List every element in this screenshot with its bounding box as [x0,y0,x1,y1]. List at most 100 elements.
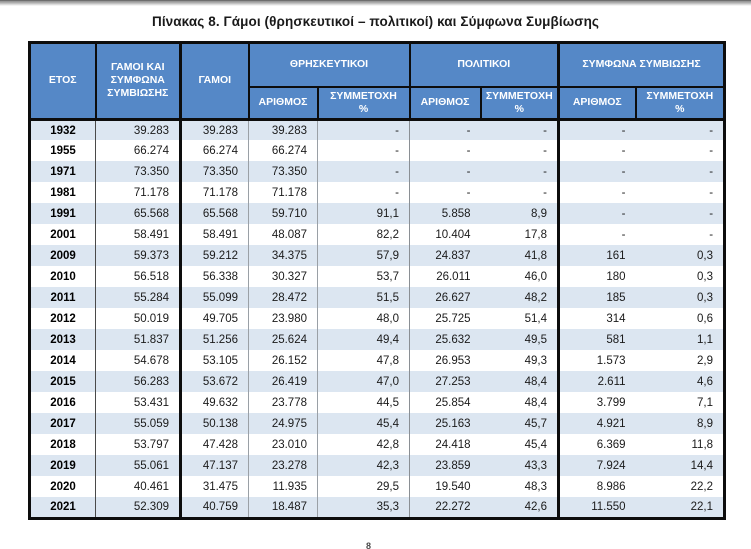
religious-number-cell: 30.327 [248,266,318,288]
civil-share-cell: 48,4 [480,392,561,414]
table-header: ΕΤΟΣ ΓΑΜΟΙ ΚΑΙ ΣΥΜΦΩΝΑ ΣΥΜΒΙΩΣΗΣ ΓΑΜΟΙ Θ… [28,41,726,121]
civil-share-cell: 45,4 [480,434,561,456]
religious-share-cell: 47,8 [317,350,411,372]
marriages-cell: 47.428 [180,434,249,456]
civil-number-cell: 25.163 [435,417,471,430]
religious-number-cell: 23.980 [248,308,318,330]
religious-number-cell: 26.419 [248,371,318,393]
year-cell: 2019 [29,455,96,477]
religious-share-cell: - [317,119,411,141]
religious-number-cell: 23.278 [248,455,318,477]
table-row: 2013 51.837 51.256 25.624 49,4 25.632 49… [29,329,725,351]
page-title: Πίνακας 8. Γάμοι (θρησκευτικοί – πολιτικ… [151,14,600,29]
religious-number-cell: 66.274 [248,140,318,162]
civil-number-cell: 24.837 [435,249,471,262]
cohabitation-number-cell: 314 [606,312,626,325]
table-row: 1981 71.178 71.178 71.178 - - - - - [29,182,725,204]
cohabitation-share-cell: 2,9 [697,354,714,367]
civil-number-cell: 24.418 [435,438,471,451]
year-cell: 2011 [29,287,96,309]
cohabitation-number-cell: 7.924 [596,459,626,472]
total-cell: 56.283 [95,371,182,393]
window-edge-divider [0,0,751,6]
year-cell: 1971 [29,161,96,183]
civil-number-cell: 5.858 [441,207,471,220]
religious-number-cell: 28.472 [248,287,318,309]
civil-share-cell: 42,6 [480,497,561,519]
cohabitation-number-cell: 11.550 [591,501,626,513]
year-cell: 2009 [29,245,96,267]
marriages-cell: 56.338 [180,266,249,288]
religious-number-cell: 25.624 [248,329,318,351]
year-cell: 1955 [29,140,96,162]
total-cell: 54.678 [95,350,182,372]
marriages-cell: 65.568 [180,203,249,225]
religious-number-cell: 73.350 [248,161,318,183]
table-row: 1991 65.568 65.568 59.710 91,1 5.858 8,9… [29,203,725,225]
cohabitation-number-cell: 185 [606,291,626,304]
civil-share-cell: 41,8 [480,245,561,267]
cohabitation-number-cell: - [621,124,626,137]
religious-number-cell: 59.710 [248,203,318,225]
civil-share-cell: 43,3 [480,455,561,477]
religious-number-cell: 18.487 [248,497,318,519]
religious-share-cell: 29,5 [317,476,411,498]
civil-number-cell: - [466,144,471,157]
civil-number-cell: 26.011 [436,270,471,283]
table-row: 2018 53.797 47.428 23.010 42,8 24.418 45… [29,434,725,456]
civil-number-cell: 19.540 [435,480,471,493]
civil-share-cell: 17,8 [480,224,561,246]
civil-number-cell: 26.953 [435,354,471,367]
total-cell: 55.061 [95,455,182,477]
table-row: 2021 52.309 40.759 18.487 35,3 22.272 42… [29,497,725,519]
cohabitation-number-cell: 161 [606,249,626,262]
total-cell: 40.461 [95,476,182,498]
total-cell: 58.491 [95,224,182,246]
total-cell: 50.019 [95,308,182,330]
religious-share-cell: - [317,140,411,162]
col-header-marriages: ΓΑΜΟΙ [179,41,250,121]
religious-share-cell: 45,4 [317,413,411,435]
religious-share-cell: 35,3 [317,497,411,519]
marriages-cell: 73.350 [180,161,249,183]
cohabitation-share-cell: 11,8 [691,438,714,451]
cohabitation-share-cell: 22,2 [690,480,714,493]
civil-number-cell: 25.632 [435,333,471,346]
religious-number-cell: 24.975 [248,413,318,435]
religious-share-cell: - [317,161,411,183]
table-row: 1971 73.350 73.350 73.350 - - - - - [29,161,725,183]
cohabitation-share-cell: 7,1 [697,396,714,409]
marriages-cell: 49.632 [180,392,249,414]
civil-share-cell: - [480,119,561,141]
marriages-cell: 58.491 [180,224,249,246]
marriages-cell: 50.138 [180,413,249,435]
civil-share-cell: - [480,140,561,162]
year-cell: 1932 [29,119,96,141]
year-cell: 1981 [29,182,96,204]
cohabitation-share-cell: 22,1 [690,501,714,513]
group-header-cohabitation: ΣΥΜΦΩΝΑ ΣΥΜΒΙΩΣΗΣ [557,41,726,88]
year-cell: 2020 [29,476,96,498]
subheader-cohabitation-number: ΑΡΙΘΜΟΣ [557,85,637,121]
table-row: 2016 53.431 49.632 23.778 44,5 25.854 48… [29,392,725,414]
cohabitation-number-cell: - [621,207,626,220]
cohabitation-share-cell: - [709,124,714,137]
table-row: 2020 40.461 31.475 11.935 29,5 19.540 48… [29,476,725,498]
civil-number-cell: 22.272 [435,501,471,513]
religious-number-cell: 23.778 [248,392,318,414]
marriages-cell: 47.137 [180,455,249,477]
cohabitation-share-cell: 0,3 [697,291,714,304]
subheader-civil-number: ΑΡΙΘΜΟΣ [408,85,482,121]
cohabitation-share-cell: 1,1 [697,333,714,346]
cohabitation-number-cell: 4.921 [596,417,626,430]
table-row: 2001 58.491 58.491 48.087 82,2 10.404 17… [29,224,725,246]
marriages-table: ΕΤΟΣ ΓΑΜΟΙ ΚΑΙ ΣΥΜΦΩΝΑ ΣΥΜΒΙΩΣΗΣ ΓΑΜΟΙ Θ… [28,41,727,520]
cohabitation-share-cell: 0,6 [697,312,714,325]
table-row: 2019 55.061 47.137 23.278 42,3 23.859 43… [29,455,725,477]
cohabitation-number-cell: 6.369 [596,438,626,451]
marriages-cell: 31.475 [180,476,249,498]
subheader-religious-number: ΑΡΙΘΜΟΣ [247,85,319,121]
marriages-cell: 39.283 [180,119,249,141]
religious-share-cell: 44,5 [317,392,411,414]
